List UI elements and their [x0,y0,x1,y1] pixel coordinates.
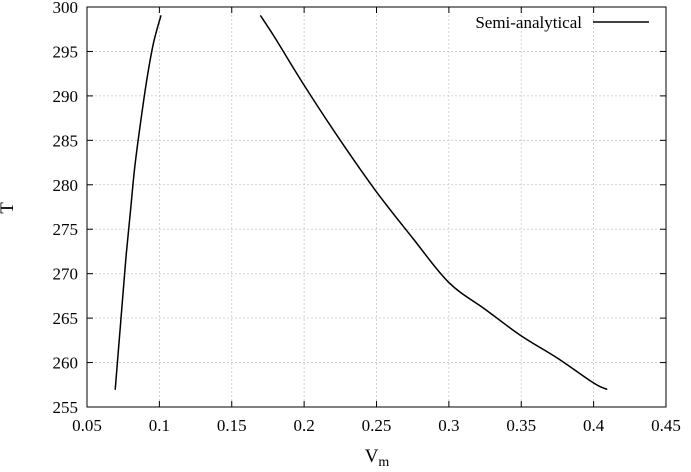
grid-layer [87,7,666,407]
x-tick-label: 0.05 [72,416,102,435]
legend: Semi-analytical [475,13,649,32]
y-tick-label: 295 [53,42,79,61]
x-tick-label: 0.2 [294,416,315,435]
x-tick-label: 0.15 [217,416,247,435]
x-tick-label: 0.4 [583,416,605,435]
y-tick-label: 255 [53,398,79,417]
y-tick-label: 300 [53,0,79,17]
series-line-segment-1 [114,15,162,390]
y-tick-label: 275 [53,220,79,239]
y-tick-label: 285 [53,131,79,150]
x-tick-label: 0.45 [651,416,681,435]
x-axis-label-subscript: m [378,455,389,467]
x-tick-label: 0.35 [506,416,536,435]
x-tick-label: 0.25 [362,416,392,435]
y-tick-label: 260 [53,354,79,373]
y-tick-label: 280 [53,176,79,195]
x-axis-label: Vm [365,446,390,467]
legend-label: Semi-analytical [475,13,582,32]
x-tick-label: 0.1 [149,416,170,435]
y-tick-label: 265 [53,309,79,328]
y-tick-label: 290 [53,87,79,106]
x-axis-label-main: V [365,446,379,467]
y-tick-label: 270 [53,265,79,284]
y-axis-label: T [0,202,18,214]
series-line-segment-2 [259,15,608,390]
series-layer [114,15,608,390]
x-tick-label: 0.3 [438,416,459,435]
tick-layer: 0.05 0.1 0.15 0.2 0.25 0.3 0.35 0.4 0.45 255 260 26… [53,0,681,435]
